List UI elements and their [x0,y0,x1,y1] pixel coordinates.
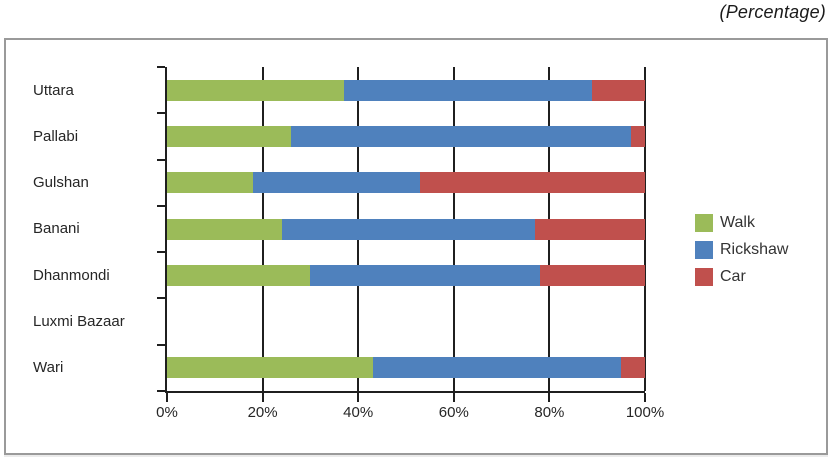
chart-title: (Percentage) [719,2,826,22]
bar-segment-uttara-walk [167,79,344,101]
bar-gulshan [167,172,645,194]
legend-item-walk: Walk [695,214,788,232]
y-axis-tick [157,66,165,68]
bar-segment-gulshan-walk [167,172,254,194]
x-tick-label-20pct: 20% [247,404,278,421]
bar-segment-banani-rickshaw [281,218,536,240]
category-label-uttara: Uttara [33,81,74,99]
bar-segment-banani-car [535,218,645,240]
bar-segment-banani-walk [167,218,282,240]
bar-segment-dhanmondi-car [539,264,645,286]
y-axis-tick [157,251,165,254]
bar-segment-pallabi-walk [167,125,292,147]
bar-pallabi [167,125,645,147]
bar-segment-wari-walk [167,357,373,379]
y-axis-tick [157,204,165,207]
bar-wari [167,357,645,379]
x-tick-label-100pct: 100% [625,404,665,421]
category-label-gulshan: Gulshan [33,174,89,192]
category-label-banani: Banani [33,220,80,238]
legend-item-car: Car [695,268,788,286]
y-axis-tick [157,343,165,346]
y-axis-tick [157,390,165,392]
bar-uttara [167,79,645,101]
bar-banani [167,218,645,240]
plot-area [165,67,646,393]
bar-segment-wari-rickshaw [372,357,622,379]
bar-segment-dhanmondi-rickshaw [310,264,540,286]
chart-frame: Uttara Pallabi Gulshan Banani Dhanmondi Luxmi… [4,38,828,455]
legend-swatch-icon-rickshaw [695,241,713,259]
bar-segment-gulshan-rickshaw [253,172,421,194]
x-axis-tick [644,393,646,402]
bar-segment-pallabi-rickshaw [291,125,631,147]
x-tick-label-60pct: 60% [438,404,469,421]
category-label-wari: Wari [33,359,64,377]
bar-segment-gulshan-car [420,172,645,194]
legend-swatch-icon-car [695,268,713,286]
x-axis-tick [261,393,264,402]
legend-label-rickshaw: Rickshaw [720,241,789,258]
bar-segment-wari-car [621,357,645,379]
y-axis-tick [157,297,165,300]
category-label-pallabi: Pallabi [33,127,79,145]
x-tick-label-40pct: 40% [343,404,374,421]
legend-swatch-icon-walk [695,214,713,232]
x-axis-tick [548,393,551,402]
x-tick-label-80pct: 80% [534,404,565,421]
x-tick-label-0pct: 0% [156,404,178,421]
category-label-dhanmondi: Dhanmondi [33,266,110,284]
y-axis-tick [157,112,165,115]
legend-label-walk: Walk [720,214,755,231]
bar-segment-uttara-rickshaw [343,79,593,101]
category-label-luxmi-bazaar: Luxmi Bazaar [33,313,125,331]
bar-segment-pallabi-car [630,125,645,147]
legend-label-car: Car [720,268,746,285]
y-axis-tick [157,158,165,161]
bar-dhanmondi [167,264,645,286]
gridline-100pct [644,67,646,391]
legend: Walk Rickshaw Car [695,214,788,286]
bar-segment-dhanmondi-walk [167,264,311,286]
x-axis-tick [452,393,455,402]
legend-item-rickshaw: Rickshaw [695,241,788,259]
bar-segment-uttara-car [592,79,645,101]
x-axis-tick [166,393,168,402]
x-axis-tick [357,393,360,402]
